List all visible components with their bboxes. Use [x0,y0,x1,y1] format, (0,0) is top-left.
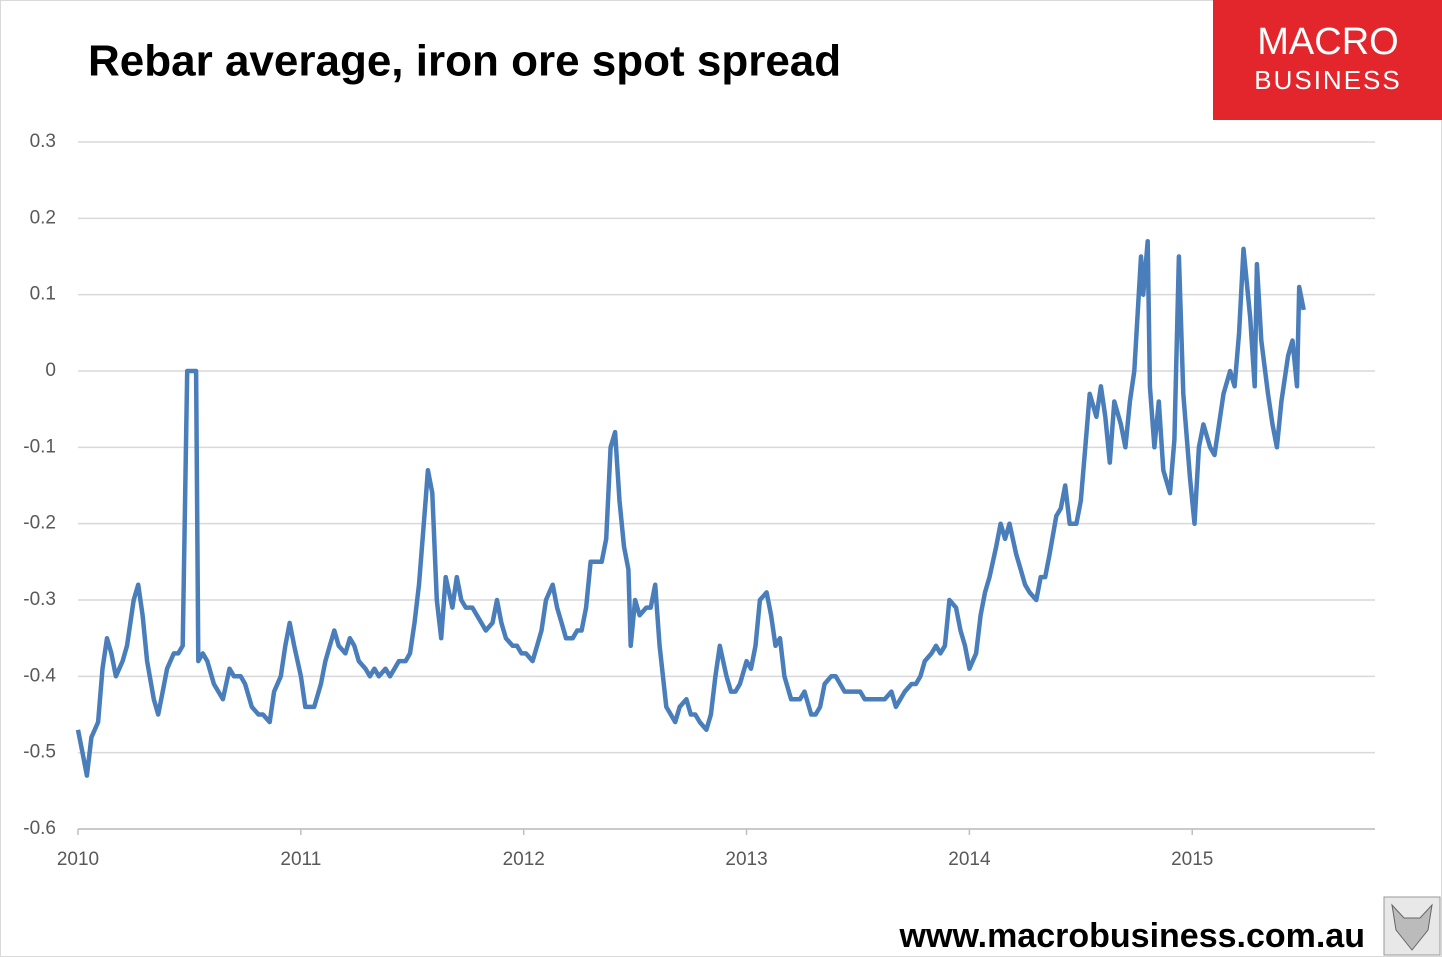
y-tick-label: -0.4 [23,665,56,686]
logo-text: MACRO [1257,21,1398,63]
footer-url: www.macrobusiness.com.au [899,917,1365,955]
x-tick-label: 2014 [948,849,991,870]
y-tick-label: -0.1 [23,436,56,457]
x-tick-label: 2011 [280,849,321,870]
x-tick-label: 2013 [725,849,767,870]
y-tick-label: -0.2 [23,513,56,534]
y-tick-label: 0.1 [30,284,56,305]
x-tick-label: 2015 [1171,849,1213,870]
y-tick-label: -0.3 [23,589,56,610]
y-tick-label: 0.3 [30,131,56,152]
y-tick-label: 0 [45,360,56,381]
logo-box [1213,0,1442,120]
chart-title: Rebar average, iron ore spot spread [88,37,841,86]
x-tick-label: 2010 [57,849,99,870]
y-tick-label: -0.6 [23,818,56,839]
line [75,238,1306,778]
y-tick-label: 0.2 [30,207,56,228]
fox-icon [1391,903,1433,951]
y-tick-label: -0.5 [23,742,56,763]
x-tick-label: 2012 [503,849,545,870]
logo-text: BUSINESS [1254,65,1402,95]
